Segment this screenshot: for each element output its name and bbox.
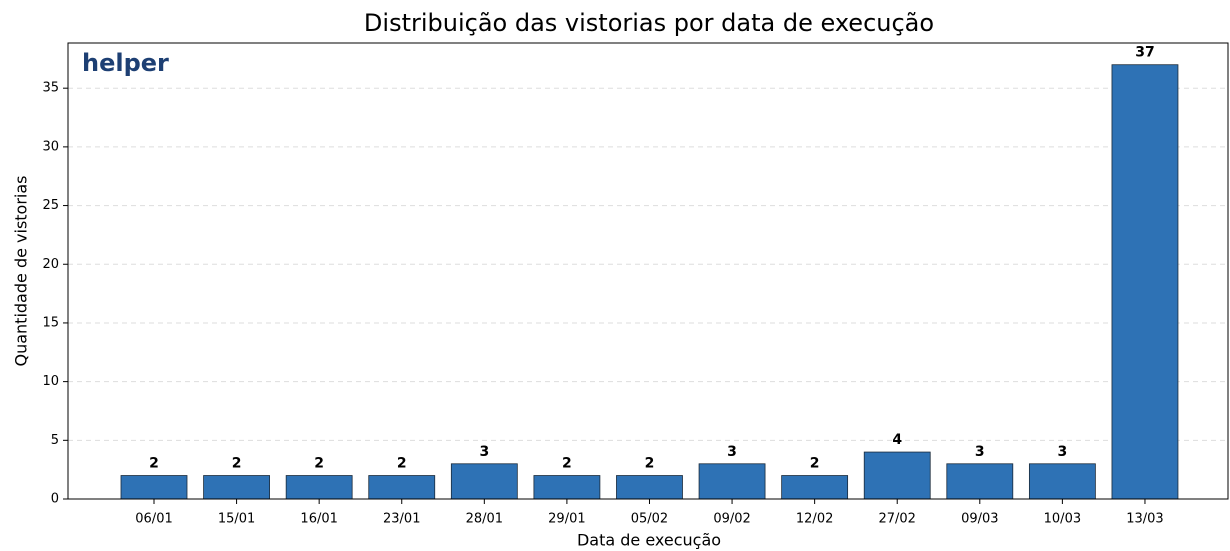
y-axis-label: Quantidade de vistorias	[12, 175, 31, 366]
bar	[946, 463, 1014, 500]
bar	[1028, 463, 1096, 500]
value-label: 3	[727, 444, 737, 460]
x-tick-label: 09/02	[713, 512, 750, 527]
bar	[616, 475, 683, 500]
bar	[1111, 64, 1179, 500]
y-tick-label: 35	[42, 81, 59, 96]
value-label: 2	[232, 456, 242, 472]
y-tick-label: 15	[42, 315, 59, 330]
x-tick-label: 09/03	[961, 512, 998, 527]
value-label: 2	[397, 456, 407, 472]
value-label: 2	[810, 456, 820, 472]
value-label: 2	[149, 456, 159, 472]
value-label: 3	[1058, 444, 1068, 460]
x-tick-label: 13/03	[1126, 512, 1163, 527]
x-tick-label: 23/01	[383, 512, 420, 527]
x-tick-label: 10/03	[1044, 512, 1081, 527]
bar	[120, 475, 188, 500]
y-tick-label: 30	[42, 139, 59, 154]
x-tick-label: 06/01	[135, 512, 172, 527]
bar	[203, 475, 270, 500]
value-label: 2	[645, 456, 655, 472]
bar	[533, 475, 601, 500]
x-tick-label: 29/01	[548, 512, 585, 527]
plot-area: 0 5 10 15 20 25 30 35 06/01 2 15/01 2 16/01 2 23/01 2 28…	[42, 45, 1228, 527]
x-tick-label: 12/02	[796, 512, 833, 527]
x-tick-label: 16/01	[300, 512, 337, 527]
value-label: 2	[314, 456, 324, 472]
y-tick-label: 10	[42, 374, 59, 389]
x-tick-label: 28/01	[466, 512, 503, 527]
value-label: 2	[562, 456, 572, 472]
bar	[698, 463, 766, 500]
bar	[450, 463, 518, 500]
value-label: 4	[892, 432, 902, 448]
x-axis-label: Data de execução	[577, 531, 721, 550]
value-label: 3	[975, 444, 985, 460]
value-label: 37	[1135, 45, 1154, 61]
value-label: 3	[479, 444, 489, 460]
bar	[285, 475, 353, 500]
logo: helper	[82, 49, 169, 77]
bar	[368, 475, 436, 500]
y-tick-label: 0	[51, 492, 59, 507]
x-tick-label: 27/02	[878, 512, 915, 527]
y-tick-label: 5	[51, 433, 59, 448]
x-tick-label: 05/02	[631, 512, 668, 527]
bar	[781, 475, 849, 500]
y-tick-label: 25	[42, 198, 59, 213]
x-tick-label: 15/01	[218, 512, 255, 527]
y-tick-label: 20	[42, 257, 59, 272]
axes-frame	[67, 42, 1229, 500]
bar	[863, 451, 931, 500]
chart-title: Distribuição das vistorias por data de e…	[364, 9, 934, 37]
